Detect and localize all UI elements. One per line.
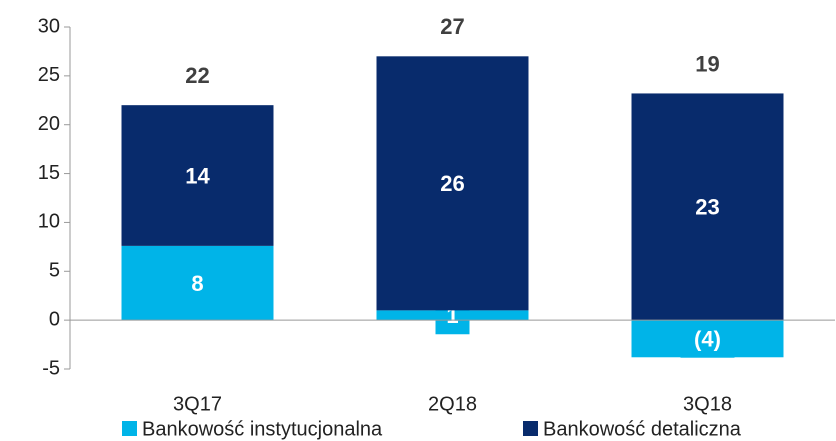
legend-swatch [122,421,137,436]
legend-swatch [523,421,538,436]
data-label: (4) [694,327,721,352]
x-tick-label: 3Q18 [683,393,732,415]
data-label: 23 [695,195,719,220]
total-label: 22 [185,63,209,88]
y-tick-label: 0 [49,308,60,330]
y-tick-label: 25 [38,64,60,86]
label-box [680,319,735,358]
total-label: 27 [440,14,464,39]
y-tick-label: 30 [38,15,60,37]
bar-segment [631,93,784,321]
data-label: 8 [191,271,203,296]
y-tick-label: 15 [38,162,60,184]
bar-segment [121,105,274,246]
x-tick-label: 2Q18 [428,393,477,415]
bar-segment [376,56,529,311]
legend-label: Bankowość detaliczna [543,418,742,440]
data-label: 26 [440,171,464,196]
y-tick-label: 10 [38,211,60,233]
legend-label: Bankowość instytucjonalna [142,418,383,440]
y-tick-label: -5 [42,357,60,379]
bar-segment [121,245,274,321]
data-label: 14 [185,163,210,188]
total-label: 19 [695,51,719,76]
y-tick-label: 5 [49,260,60,282]
y-tick-label: 20 [38,113,60,135]
x-tick-label: 3Q17 [173,393,222,415]
